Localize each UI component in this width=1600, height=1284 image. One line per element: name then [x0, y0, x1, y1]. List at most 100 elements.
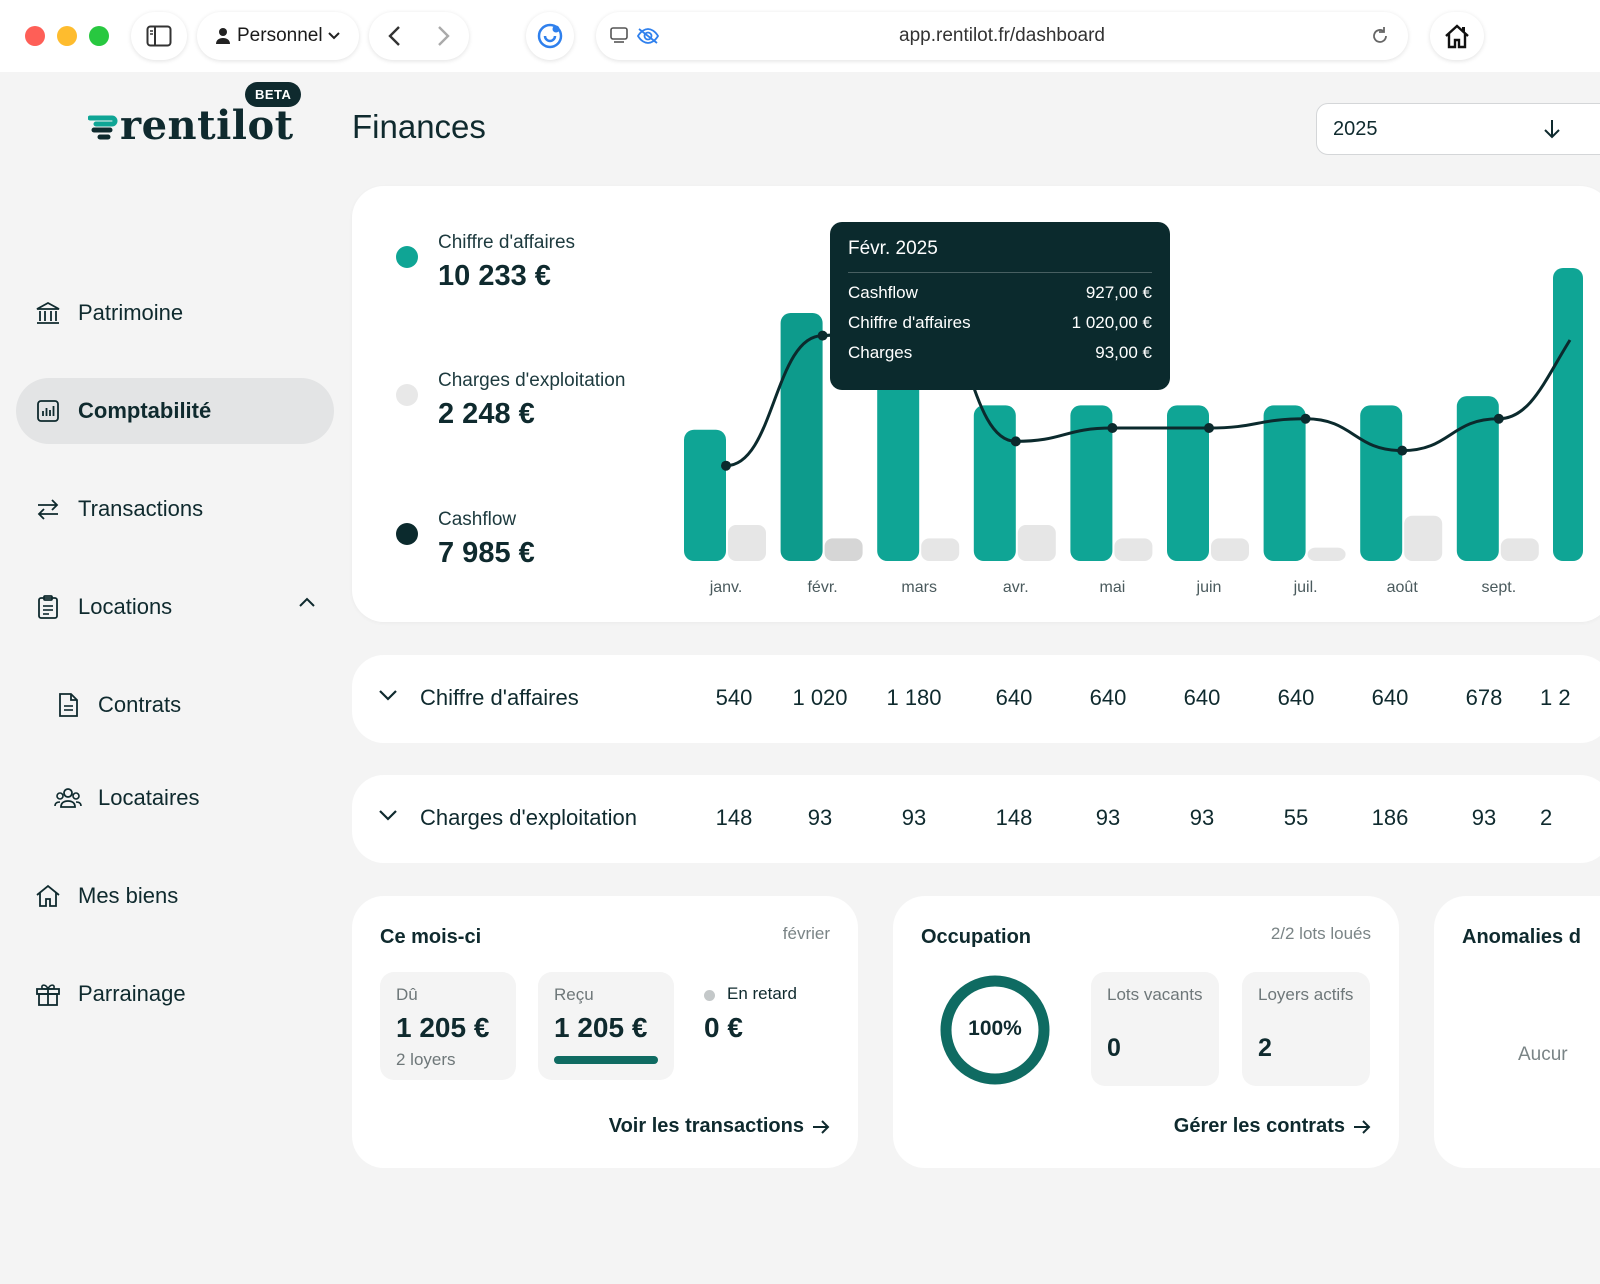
legend-dot — [396, 246, 418, 268]
charges-bar[interactable] — [728, 525, 766, 561]
cashflow-point[interactable] — [1107, 423, 1118, 434]
kpi-charges: Charges d'exploitation 2 248 € — [396, 370, 626, 431]
gift-icon — [34, 980, 62, 1008]
kpi-value: 7 985 € — [438, 537, 535, 569]
transfer-icon — [34, 495, 62, 523]
charges-bar[interactable] — [1404, 515, 1443, 561]
chevron-down-icon[interactable] — [378, 689, 398, 701]
cashflow-point[interactable] — [1204, 423, 1214, 434]
row-value: 1 180 — [886, 685, 942, 710]
revenue-bar[interactable] — [973, 405, 1016, 561]
arrow-right-icon — [1354, 1119, 1371, 1134]
chevron-up-icon[interactable] — [298, 596, 316, 608]
cashflow-point[interactable] — [1493, 413, 1504, 424]
row-chiffre-affaires[interactable]: Chiffre d'affaires 540 1 020 1 180 640 640 64… — [352, 655, 1600, 743]
status-dot — [704, 990, 715, 1001]
tooltip-value: 1 020,00 € — [1071, 313, 1152, 332]
maximize-window-button[interactable] — [89, 26, 109, 46]
year-select[interactable]: 2025 — [1316, 103, 1600, 155]
sidebar-item-contrats[interactable]: Contrats — [16, 672, 334, 738]
profile-label: Personnel — [237, 25, 323, 46]
sidebar-toggle-button[interactable] — [131, 12, 187, 60]
cashflow-point[interactable] — [817, 330, 828, 341]
x-tick-label: juil. — [1293, 579, 1318, 596]
received-progress-track — [554, 1056, 658, 1064]
charges-bar[interactable] — [1307, 547, 1346, 561]
row-value: 678 — [1465, 685, 1503, 710]
row-value: 540 — [715, 685, 753, 710]
charges-bar[interactable] — [824, 538, 863, 561]
bank-icon — [34, 299, 62, 327]
back-arrow-icon[interactable] — [387, 25, 403, 47]
row-value: 1 020 — [792, 685, 848, 710]
anomalies-card: Anomalies d Aucur — [1434, 896, 1600, 1168]
revenue-bar[interactable] — [1167, 405, 1209, 561]
reader-icon[interactable] — [610, 27, 628, 45]
url-text: app.rentilot.fr/dashboard — [899, 25, 1105, 46]
card-title: Ce mois-ci — [380, 926, 482, 948]
chevron-down-icon[interactable] — [378, 809, 398, 821]
charges-bar[interactable] — [1211, 538, 1249, 561]
sidebar-item-comptabilite[interactable]: Comptabilité — [16, 378, 334, 444]
row-value: 2 — [1540, 805, 1553, 830]
sidebar-item-locataires[interactable]: Locataires — [16, 765, 334, 831]
x-tick-label: janv. — [709, 579, 743, 596]
view-transactions-link[interactable]: Voir les transactions — [609, 1115, 830, 1138]
address-bar[interactable]: app.rentilot.fr/dashboard — [596, 12, 1408, 60]
chevron-down-icon — [327, 32, 340, 40]
minimize-window-button[interactable] — [57, 26, 77, 46]
page-title: Finances — [352, 108, 486, 145]
row-value: 93 — [1095, 805, 1121, 830]
revenue-bar[interactable] — [1360, 405, 1403, 561]
cashflow-point[interactable] — [1010, 436, 1021, 447]
sidebar-item-mes-biens[interactable]: Mes biens — [16, 863, 334, 929]
sidebar-item-transactions[interactable]: Transactions — [16, 476, 334, 542]
cashflow-point[interactable] — [1397, 445, 1408, 456]
kpi-label: Cashflow — [438, 509, 517, 530]
arrow-down-icon — [1544, 120, 1560, 139]
revenue-bar[interactable] — [1456, 396, 1499, 561]
reload-icon[interactable] — [1370, 26, 1390, 46]
close-window-button[interactable] — [25, 26, 45, 46]
sidebar-item-locations[interactable]: Locations — [16, 574, 334, 640]
tooltip-value: 93,00 € — [1095, 343, 1152, 362]
kpi-label: Charges d'exploitation — [438, 370, 626, 391]
sidebar-item-label: Parrainage — [78, 981, 186, 1006]
profile-menu-button[interactable]: Personnel — [197, 12, 359, 60]
tile-value: 2 — [1258, 1034, 1272, 1062]
sidebar-item-label: Contrats — [98, 692, 182, 717]
tile-value: 1 205 € — [554, 1012, 648, 1043]
charges-bar[interactable] — [921, 538, 960, 561]
users-icon — [54, 784, 82, 812]
card-title: Occupation — [921, 926, 1032, 948]
kpi-chiffre-affaires: Chiffre d'affaires 10 233 € — [396, 232, 575, 293]
charges-bar[interactable] — [1500, 538, 1539, 561]
x-tick-label: mars — [901, 579, 937, 596]
forward-arrow-icon[interactable] — [435, 25, 451, 47]
extension-button[interactable] — [526, 12, 574, 60]
revenue-bar[interactable] — [1553, 268, 1583, 561]
manage-contracts-link[interactable]: Gérer les contrats — [1174, 1115, 1371, 1138]
rentilot-logo[interactable]: rentilot — [88, 102, 294, 149]
document-icon — [54, 691, 82, 719]
cashflow-point[interactable] — [721, 460, 731, 471]
x-tick-label: avr. — [1003, 579, 1029, 596]
home-button[interactable] — [1430, 12, 1484, 60]
row-charges-exploitation[interactable]: Charges d'exploitation 148 93 93 148 93 93 55 1… — [352, 775, 1600, 863]
cashflow-point[interactable] — [1300, 413, 1311, 424]
charges-bar[interactable] — [1017, 525, 1056, 561]
charges-bar[interactable] — [1114, 538, 1153, 561]
revenue-bar[interactable] — [684, 429, 726, 561]
beta-badge: BETA — [245, 82, 302, 107]
revenue-bar[interactable] — [1070, 405, 1113, 561]
sidebar-item-label: Patrimoine — [78, 300, 184, 325]
late-label: En retard — [727, 984, 797, 1003]
logo-text: rentilot — [120, 102, 294, 149]
sidebar-item-parrainage[interactable]: Parrainage — [16, 961, 334, 1027]
sidebar-item-patrimoine[interactable]: Patrimoine — [16, 280, 334, 346]
privacy-eye-icon[interactable] — [636, 27, 660, 45]
ring-arc — [940, 975, 1050, 1085]
person-icon — [216, 28, 230, 44]
revenue-bar[interactable] — [780, 313, 823, 561]
revenue-bar[interactable] — [1263, 405, 1306, 561]
